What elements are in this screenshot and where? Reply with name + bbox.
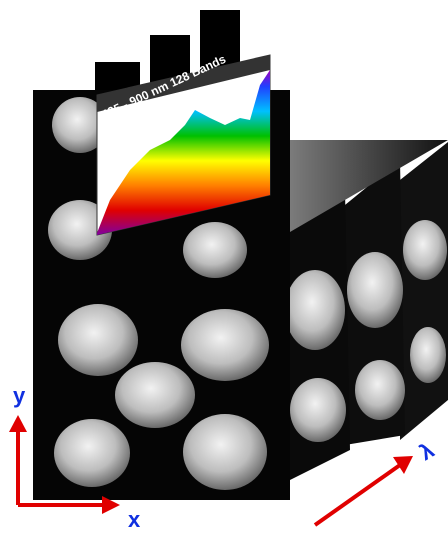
hyperspectral-cube: 425 - 900 nm 128 Bands y x λ: [0, 0, 448, 533]
x-axis-label: x: [128, 507, 141, 532]
y-axis-label: y: [13, 383, 26, 408]
wavelength-label: λ: [415, 437, 438, 465]
